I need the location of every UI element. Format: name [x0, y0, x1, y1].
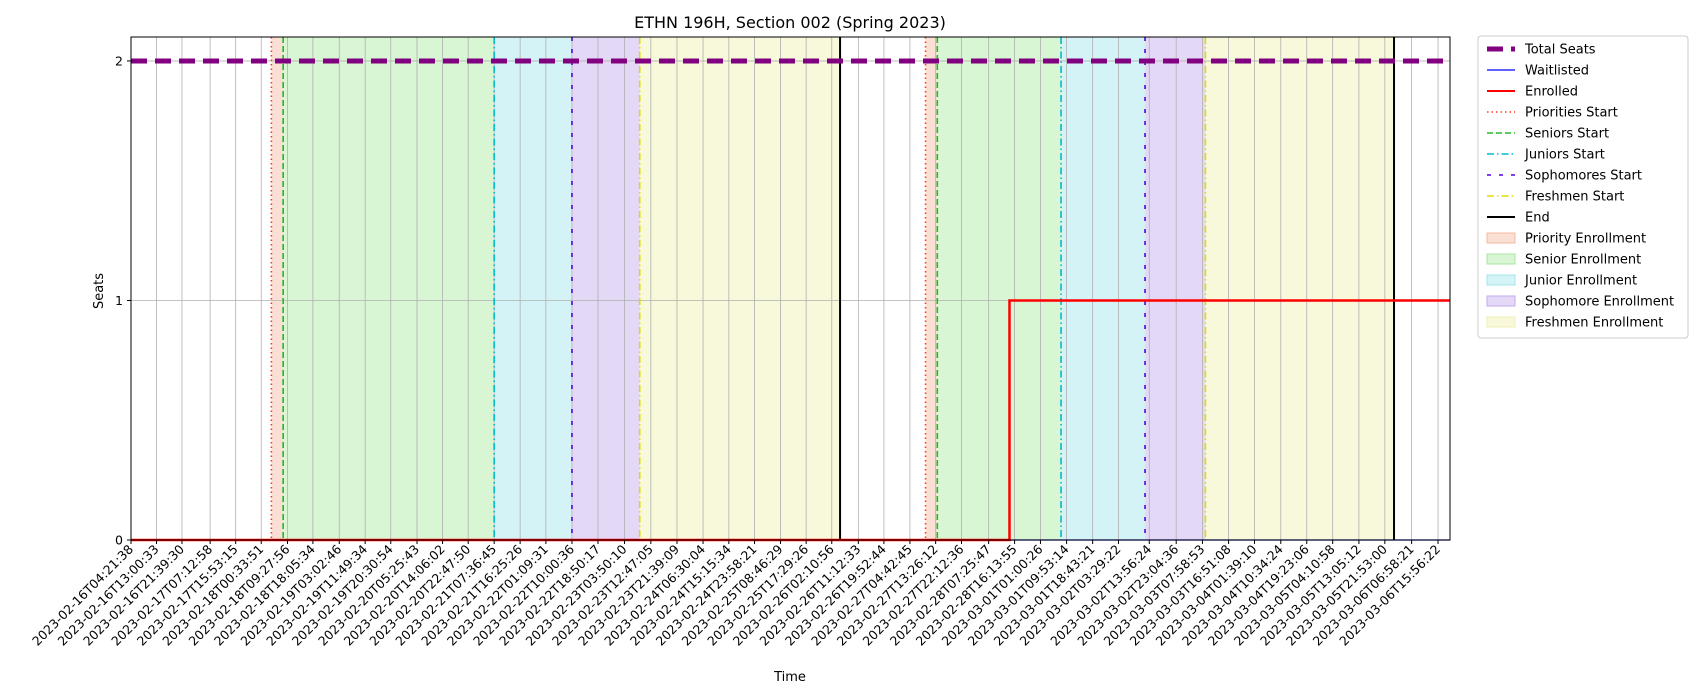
chart-title: ETHN 196H, Section 002 (Spring 2023) [634, 13, 946, 32]
legend-label-enrolled: Enrolled [1525, 85, 1578, 100]
y-tick-label: 0 [115, 533, 123, 548]
plot-frame [130, 36, 1451, 541]
legend-label-senior-enrollment: Senior Enrollment [1525, 253, 1641, 268]
y-tick-label: 1 [115, 293, 123, 308]
legend-label-total-seats: Total Seats [1524, 43, 1596, 58]
legend-label-end: End [1525, 211, 1550, 226]
region-priority-enrollment-1 [925, 37, 938, 540]
legend-label-waitlisted: Waitlisted [1525, 64, 1589, 79]
legend-swatch-sophomore-enrollment [1486, 295, 1516, 307]
legend-swatch-freshmen-enrollment [1486, 316, 1516, 328]
region-freshmen-enrollment-1 [1205, 37, 1395, 540]
region-junior-enrollment-1 [1061, 37, 1146, 540]
legend-label-junior-enrollment: Junior Enrollment [1524, 274, 1637, 289]
region-sophomore-enrollment-0 [571, 37, 640, 540]
region-senior-enrollment-0 [283, 37, 495, 540]
region-priority-enrollment-0 [271, 37, 284, 540]
legend-label-sophomores-start: Sophomores Start [1525, 169, 1642, 184]
region-sophomore-enrollment-1 [1145, 37, 1206, 540]
legend-label-seniors-start: Seniors Start [1525, 127, 1609, 142]
y-axis-label: Seats [92, 273, 107, 309]
legend-label-priorities-start: Priorities Start [1525, 106, 1618, 121]
region-senior-enrollment-1 [937, 37, 1062, 540]
legend-label-priority-enrollment: Priority Enrollment [1525, 232, 1646, 247]
legend-label-sophomore-enrollment: Sophomore Enrollment [1525, 295, 1674, 310]
legend-box [1477, 35, 1689, 339]
plot-area: 0122023-02-16T04:21:382023-02-16T13:00:3… [29, 36, 1451, 649]
legend-label-freshmen-start: Freshmen Start [1525, 190, 1624, 205]
x-axis-label: Time [773, 670, 806, 685]
legend-label-juniors-start: Juniors Start [1524, 148, 1605, 163]
legend: Total Seats Waitlisted Enrolled Priorities … [1477, 35, 1689, 339]
plot-background [131, 37, 1450, 540]
region-junior-enrollment-0 [494, 37, 572, 540]
legend-swatch-senior-enrollment [1486, 253, 1516, 265]
y-tick-label: 2 [115, 53, 123, 68]
legend-swatch-priority-enrollment [1486, 232, 1516, 244]
legend-swatch-junior-enrollment [1486, 274, 1516, 286]
region-freshmen-enrollment-0 [639, 37, 841, 540]
legend-label-freshmen-enrollment: Freshmen Enrollment [1525, 316, 1663, 331]
